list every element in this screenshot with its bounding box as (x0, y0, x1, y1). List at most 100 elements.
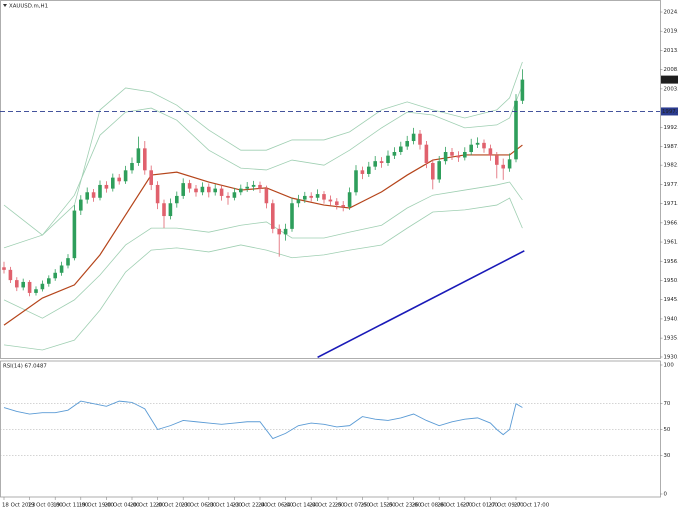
candle-body (155, 184, 160, 204)
y-tick-label: 2003.25 (664, 86, 678, 92)
candle-body (79, 199, 83, 211)
candle-body (66, 258, 70, 266)
hline-label: 1997.08 (662, 109, 678, 115)
x-tick-label: 20 Oct 20:00 (156, 503, 192, 509)
candle-body (437, 161, 441, 180)
y-tick-label: 1935.15 (664, 336, 678, 342)
candle-body (328, 199, 333, 202)
candle-body (367, 166, 371, 174)
candle-body (245, 186, 249, 189)
candle-body (514, 100, 518, 160)
candle-body (104, 184, 109, 189)
candle-body (322, 194, 326, 200)
candle-body (296, 199, 301, 204)
x-tick-label: 23 Oct 22:00 (232, 503, 268, 509)
band-line (3, 61, 523, 236)
candle-body (175, 195, 179, 204)
rsi-line (3, 400, 523, 440)
candle-body (277, 228, 281, 235)
candle-body (194, 188, 198, 193)
price-pane (0, 0, 661, 359)
x-tick-label: 26 Oct 08:00 (412, 503, 448, 509)
candle-body (258, 184, 262, 189)
candle-body (347, 192, 352, 207)
candle-body (59, 265, 64, 273)
candle-body (495, 155, 499, 165)
candle-body (463, 152, 467, 158)
y-tick-label: 0 (664, 492, 668, 498)
x-tick-label: 27 Oct 01:00 (463, 503, 499, 509)
chart-title: XAUUSD.m,H1 (9, 4, 48, 10)
y-tick-label: 1945.65 (664, 297, 678, 303)
x-tick-label: 24 Oct 14:00 (284, 503, 320, 509)
candle-body (162, 203, 166, 217)
rsi-title: RSI(14) 67.0487 (3, 364, 47, 370)
x-tick-label: 19 Oct 19:00 (79, 503, 115, 509)
x-tick-label: 25 Oct 15:00 (360, 503, 396, 509)
x-tick-label: 18 Oct 2023 (2, 503, 35, 509)
candle-body (290, 203, 294, 229)
x-tick-label: 19 Oct 11:00 (53, 503, 89, 509)
candle-body (501, 164, 505, 169)
candle-body (98, 184, 102, 198)
candle-body (411, 133, 416, 142)
candle-body (53, 272, 57, 279)
rsi-plot (0, 400, 660, 456)
candle-body (85, 192, 89, 200)
candle-body (213, 188, 217, 193)
x-tick-label: 26 Oct 16:00 (437, 503, 473, 509)
candle-body (482, 142, 486, 149)
candle-body (21, 281, 25, 288)
candle-body (405, 141, 409, 147)
candle-body (309, 195, 313, 198)
candle-body (117, 177, 121, 182)
candle-body (450, 152, 454, 156)
candle-body (149, 170, 153, 185)
y-tick-label: 1961.40 (664, 240, 678, 246)
candle-body (264, 188, 269, 204)
candle-body (47, 278, 51, 284)
candle-body (123, 170, 128, 182)
candle-body (27, 281, 32, 293)
candle-body (379, 161, 384, 163)
price-label: 2005.78 (662, 77, 678, 83)
candle-body (130, 162, 134, 171)
y-tick-label: 1971.90 (664, 201, 678, 207)
y-tick-label: 1930.00 (664, 354, 678, 360)
candle-body (456, 155, 461, 158)
candle-body (111, 177, 115, 189)
x-tick-label: 27 Oct 09:00 (488, 503, 524, 509)
y-tick-label: 1966.65 (664, 220, 678, 226)
candle-body (507, 159, 512, 169)
candle-body (303, 195, 307, 200)
candle-body (418, 133, 422, 145)
x-tick-label: 20 Oct 12:00 (130, 503, 166, 509)
candle-body (40, 283, 45, 290)
candle-body (136, 148, 141, 163)
price-plot (0, 61, 660, 358)
candle-body (15, 280, 19, 288)
candle-body (200, 186, 205, 193)
candle-body (424, 144, 429, 163)
y-tick-label: 50 (664, 427, 671, 433)
candle-body (168, 203, 173, 217)
candle-body (360, 170, 365, 174)
candle-body (443, 152, 448, 162)
candle-body (488, 148, 493, 156)
y-tick-label: 2013.75 (664, 48, 678, 54)
candle-body (187, 183, 192, 189)
candle-body (469, 144, 473, 153)
rsi-pane (0, 360, 661, 498)
y-tick-label: 1950.90 (664, 278, 678, 284)
candle-body (475, 142, 480, 145)
x-tick-label: 24 Oct 22:00 (309, 503, 345, 509)
y-tick-label: 2024.25 (664, 10, 678, 16)
candle-body (431, 162, 435, 180)
candle-body (232, 192, 237, 198)
x-tick-label: 19 Oct 03:00 (28, 503, 64, 509)
y-tick-label: 1977.15 (664, 182, 678, 188)
y-tick-label: 1940.40 (664, 316, 678, 322)
x-tick-label: 23 Oct 14:00 (207, 503, 243, 509)
